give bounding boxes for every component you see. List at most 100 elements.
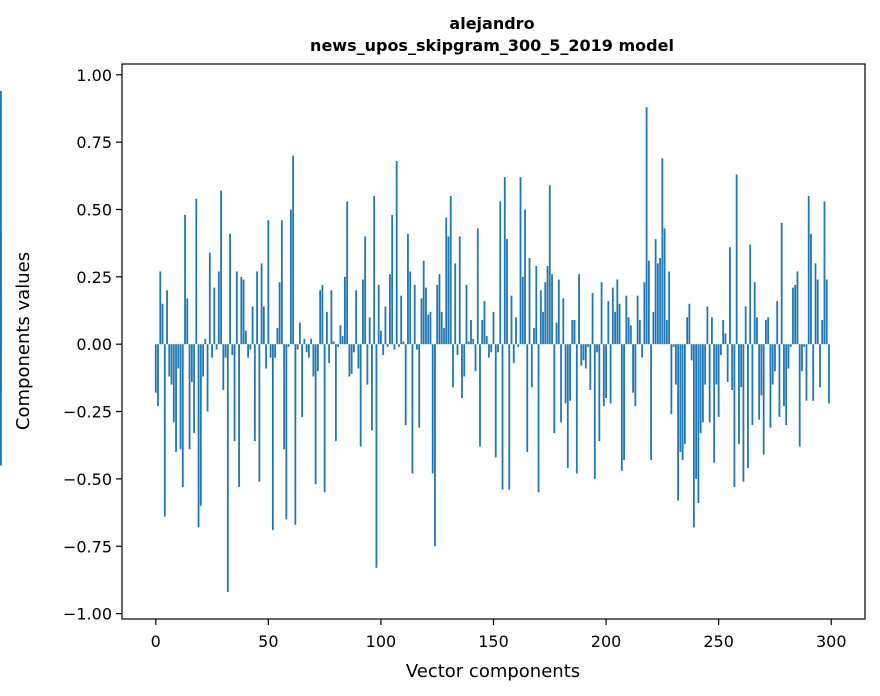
bar [627,317,630,345]
bar [715,344,718,385]
bar [420,298,423,345]
bar [765,319,767,345]
y-tick-label: 0.25 [76,268,112,287]
bar [154,344,157,393]
bar [593,344,596,479]
bar [166,290,168,345]
bar [605,344,607,399]
bar [661,158,664,345]
bar [609,344,612,404]
bar [240,276,243,345]
bar [733,344,736,487]
bar [292,155,295,345]
bar [163,344,166,517]
bar [697,344,700,504]
bar [726,344,729,382]
bar [672,344,675,347]
bar [645,107,648,345]
bar [310,338,313,345]
bar [470,319,472,345]
chart-title: alejandro [449,14,534,33]
bar [650,344,653,461]
bar [0,344,2,466]
bar [553,344,556,434]
bars-group [0,90,830,593]
bar [170,344,173,385]
bar [440,311,443,345]
bar [416,344,418,350]
bar [823,201,826,345]
bar [742,344,745,482]
x-tick-label: 0 [151,632,161,651]
bar [740,344,743,388]
bar [717,344,720,417]
bar [535,266,538,345]
bar [321,284,324,345]
bar [348,344,351,377]
bar [265,344,267,369]
bar [638,319,641,345]
bar [582,344,585,361]
bar [285,344,288,520]
bar [0,90,2,345]
bar [515,317,517,345]
bar [767,317,770,345]
bar [629,325,632,345]
bar [452,344,454,388]
bar [398,344,400,347]
bar [674,344,677,385]
bar [758,344,761,420]
bar [584,344,587,369]
bar [226,344,229,593]
bar [485,336,488,345]
bar [467,341,470,345]
x-tick-label: 300 [816,632,847,651]
bar [229,233,231,345]
bar [312,344,315,377]
bar [589,344,592,390]
bar [794,284,797,345]
bar [623,344,625,461]
bar [476,228,479,345]
bar [307,344,310,358]
bar [510,295,513,345]
bar [596,344,598,353]
bar [634,344,637,407]
bar [465,284,468,345]
bar [542,311,544,345]
bar [157,344,159,407]
bar [828,344,830,404]
bar [179,344,182,450]
bar [607,301,610,345]
bar [643,282,646,345]
bar [499,201,502,345]
bar [681,344,684,461]
bar [729,247,731,345]
bar [805,344,808,401]
bar [319,290,322,345]
bar [564,344,567,404]
bar [436,284,439,345]
bar [652,311,655,345]
bar [431,344,434,474]
bar [686,317,689,345]
bar [380,330,382,345]
bar [539,290,542,345]
bar [429,311,432,345]
bar [161,303,164,345]
x-axis-label: Vector components [406,661,580,682]
bar [206,344,209,412]
bar [350,344,353,374]
bar [724,333,727,345]
bar [438,274,441,345]
bar [159,271,162,345]
bar [325,311,328,345]
bar [512,344,515,364]
bar [501,344,504,490]
bar [774,344,776,372]
bar [756,317,758,345]
bar [537,344,540,493]
bar [289,209,292,345]
bar [474,344,477,372]
